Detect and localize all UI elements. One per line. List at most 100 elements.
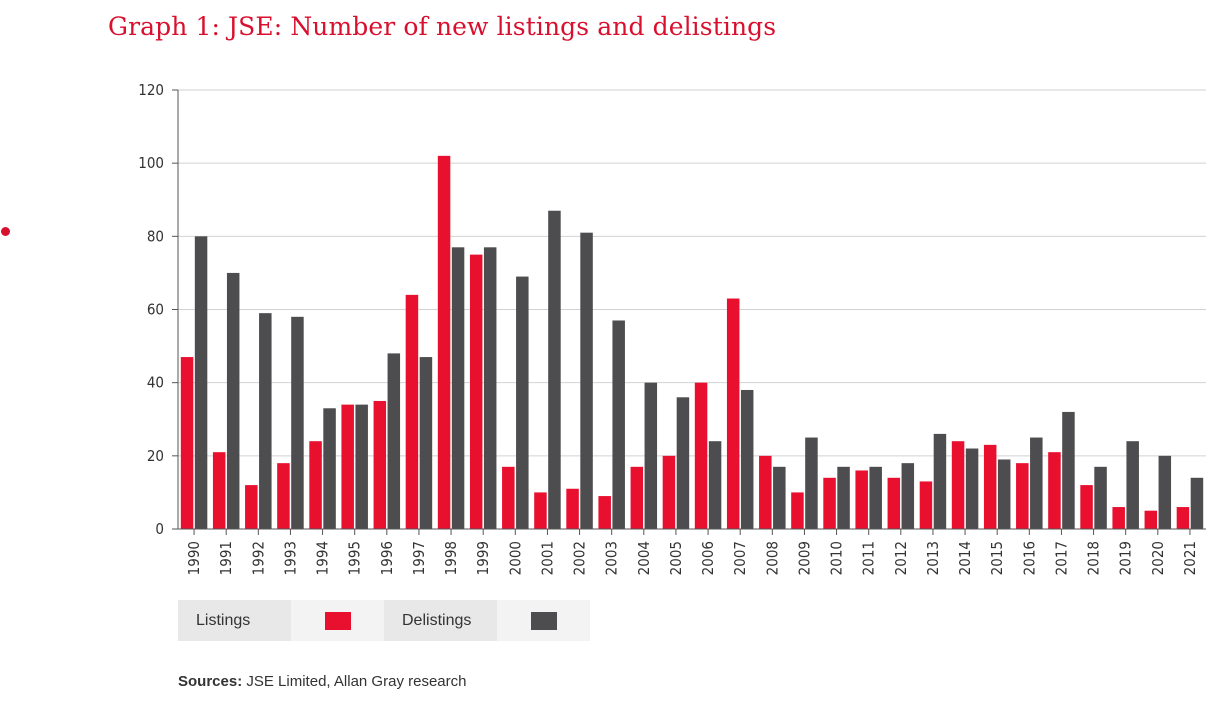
x-tick-labels: 1990 1991 1992 1993 1994 1995 1996 1997 1998 1999… — [185, 541, 1199, 575]
x-tick-label: 2016 — [1020, 541, 1038, 575]
delistings-bar — [387, 353, 401, 529]
x-tick-label: 1992 — [249, 541, 267, 575]
delistings-bar — [612, 320, 625, 529]
x-tick-label: 2004 — [635, 541, 653, 575]
delistings-bar — [226, 272, 240, 529]
delistings-bar — [1030, 437, 1043, 529]
x-tick-label: 2013 — [924, 541, 942, 575]
y-tick-label: 120 — [138, 81, 164, 99]
bar-chart: 0 20 40 60 80 100 120 1990 1991 1992 1993 1994 1995… — [138, 81, 1206, 575]
listings-bar — [1080, 485, 1093, 529]
x-tick-label: 1997 — [410, 541, 428, 575]
listings-bar — [726, 298, 740, 529]
listings-bar — [823, 477, 836, 529]
x-tick-label: 1994 — [314, 541, 332, 575]
delistings-bar — [740, 389, 754, 529]
delistings-bar — [419, 357, 433, 529]
delistings-bar — [805, 437, 818, 529]
x-tick-label: 2020 — [1149, 541, 1167, 575]
listings-bar — [245, 485, 258, 529]
legend-listings-swatch — [324, 611, 351, 630]
x-tick-label: 2015 — [988, 541, 1006, 575]
listings-bar — [887, 477, 901, 529]
legend-delistings-swatch — [530, 611, 557, 630]
sources-text: JSE Limited, Allan Gray research — [246, 673, 467, 690]
x-tick-label: 1996 — [378, 541, 396, 575]
x-tick-label: 2011 — [860, 541, 878, 575]
y-tick-label: 80 — [147, 227, 164, 245]
bars — [180, 155, 1204, 530]
listings-bar — [405, 294, 419, 529]
listings-bar — [855, 470, 868, 529]
delistings-bar — [259, 313, 272, 529]
x-tick-label: 1990 — [185, 541, 203, 575]
x-tick-label: 2003 — [603, 541, 621, 575]
legend-delistings-label: Delistings — [384, 600, 497, 641]
listings-bar — [437, 155, 451, 529]
y-tick-label: 20 — [147, 447, 164, 465]
delistings-bar — [644, 382, 658, 529]
sources-note: Sources: JSE Limited, Allan Gray researc… — [178, 673, 466, 690]
listings-bar — [1176, 507, 1190, 529]
x-tick-label: 1993 — [281, 541, 299, 575]
legend-listings-swatch-cell — [291, 600, 384, 641]
listings-bar — [373, 400, 387, 529]
x-tick-label: 2017 — [1052, 541, 1070, 575]
y-tick-label: 0 — [155, 520, 164, 538]
listings-bar — [1112, 507, 1125, 529]
x-tick-label: 2002 — [571, 541, 589, 575]
listings-bar — [341, 404, 354, 529]
listings-bar — [309, 441, 322, 529]
delistings-bar — [323, 408, 336, 529]
listings-bar — [919, 481, 933, 529]
x-tick-label: 2005 — [667, 541, 685, 575]
delistings-bar — [1158, 455, 1172, 529]
x-tick-label: 2010 — [828, 541, 846, 575]
delistings-bar — [773, 466, 786, 529]
red-bullet-dot — [1, 227, 10, 236]
axes — [172, 89, 1206, 535]
y-tick-labels: 0 20 40 60 80 100 120 — [138, 81, 164, 538]
listings-bar — [951, 441, 965, 529]
delistings-bar — [933, 433, 947, 529]
x-tick-label: 2012 — [892, 541, 910, 575]
listings-bar — [1016, 463, 1029, 529]
delistings-bar — [291, 316, 304, 529]
listings-bar — [759, 455, 772, 529]
sources-label: Sources: — [178, 673, 243, 690]
listings-bar — [1048, 452, 1061, 529]
legend: Listings Delistings — [178, 600, 590, 641]
x-tick-label: 1999 — [474, 541, 492, 575]
listings-bar — [694, 382, 708, 529]
delistings-bar — [1062, 411, 1075, 529]
y-tick-label: 100 — [138, 154, 164, 172]
delistings-bar — [1094, 466, 1107, 529]
legend-listings-label: Listings — [178, 600, 291, 641]
listings-bar — [983, 444, 997, 529]
listings-bar — [534, 492, 547, 529]
listings-bar — [598, 496, 611, 529]
x-tick-label: 1998 — [442, 541, 460, 575]
listings-bar — [791, 492, 804, 529]
x-tick-label: 1995 — [346, 541, 364, 575]
x-tick-label: 2018 — [1085, 541, 1103, 575]
delistings-bar — [901, 463, 915, 529]
delistings-bar — [194, 236, 208, 530]
delistings-bar — [708, 441, 722, 529]
delistings-bar — [451, 247, 465, 529]
x-tick-label: 2014 — [956, 541, 974, 575]
listings-bar — [566, 488, 579, 529]
x-tick-label: 2006 — [699, 541, 717, 575]
delistings-bar — [676, 397, 690, 529]
delistings-bar — [869, 466, 882, 529]
delistings-bar — [580, 232, 593, 530]
delistings-bar — [548, 210, 561, 529]
gridlines — [178, 89, 1206, 457]
listings-bar — [212, 452, 226, 529]
delistings-bar — [965, 448, 979, 529]
y-tick-label: 60 — [147, 301, 164, 319]
y-tick-label: 40 — [147, 374, 164, 392]
delistings-bar — [1126, 441, 1139, 529]
x-tick-label: 1991 — [217, 541, 235, 575]
listings-bar — [1144, 510, 1158, 529]
